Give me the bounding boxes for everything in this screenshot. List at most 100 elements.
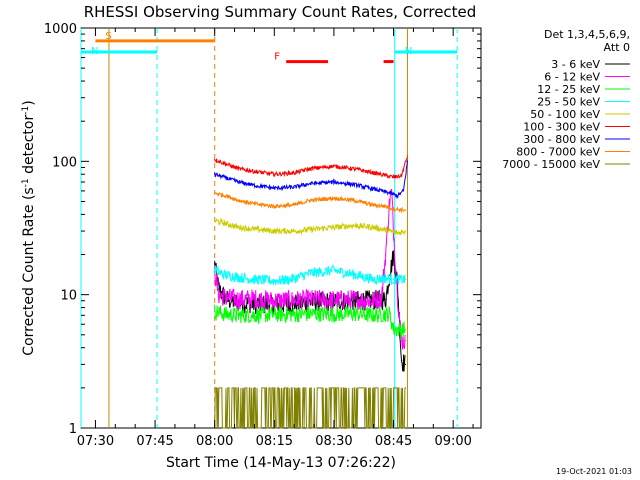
series-2-point-4: [274, 314, 275, 315]
series-5-point-2: [238, 168, 239, 169]
flag-label-0: S: [105, 31, 111, 42]
series-0-point-15: [401, 360, 402, 361]
series-1-point-17: [401, 340, 402, 341]
series-1-point-1: [218, 294, 219, 295]
series-2-point-5: [294, 314, 295, 315]
flag-label-1: N: [91, 46, 98, 57]
series-3-point-7: [309, 273, 310, 274]
legend: Det 1,3,4,5,6,9, Att 0 3 - 6 keV6 - 12 k…: [502, 28, 630, 171]
series-4-point-10: [389, 230, 390, 231]
flag-label-3: F: [274, 52, 280, 63]
flag-label-2: N: [405, 46, 412, 57]
y-tick-label-2: 100: [52, 155, 77, 170]
series-3: [214, 265, 406, 285]
series-2-point-2: [238, 315, 239, 316]
series-3-point-6: [294, 278, 295, 279]
x-tick-label-0: 07:30: [77, 434, 114, 449]
series-8-point-2: [294, 387, 295, 388]
x-axis: 07:3007:4508:0008:1508:3008:4509:00: [77, 28, 473, 449]
series-7-point-7: [333, 197, 334, 198]
series-8: [214, 387, 406, 428]
series-8-point-4: [373, 387, 374, 388]
series-4-point-0: [214, 220, 215, 221]
series-0-point-12: [389, 275, 390, 276]
series-7-point-11: [393, 208, 394, 209]
series-5-point-0: [214, 159, 215, 160]
series-3-point-3: [254, 279, 255, 280]
series-6-point-5: [294, 187, 295, 188]
series-6-point-9: [373, 188, 374, 189]
legend-label-4: 50 - 100 keV: [530, 108, 600, 121]
x-tick-label-1: 07:45: [136, 434, 173, 449]
plot-frame: [81, 28, 481, 428]
series-3-point-1: [222, 274, 223, 275]
series-3-point-5: [286, 279, 287, 280]
series-2-point-1: [226, 314, 227, 315]
series-6-point-2: [238, 181, 239, 182]
series-1: [214, 189, 406, 349]
series-1-point-8: [333, 300, 334, 301]
series-5-point-1: [226, 164, 227, 165]
series-0-point-9: [353, 300, 354, 301]
series-1-point-16: [397, 294, 398, 295]
series-3-point-12: [393, 279, 394, 280]
series-2-point-10: [389, 313, 390, 314]
series-5-point-7: [333, 166, 334, 167]
series-0-point-16: [405, 364, 406, 365]
series-1-point-3: [238, 299, 239, 300]
series-3-point-8: [333, 270, 334, 271]
series-6-point-4: [274, 187, 275, 188]
legend-label-5: 100 - 300 keV: [523, 121, 600, 134]
series-3-point-4: [274, 280, 275, 281]
series-7-point-5: [294, 204, 295, 205]
series-line-8: [215, 388, 405, 428]
series-3-point-10: [373, 279, 374, 280]
series-2-point-12: [405, 329, 406, 330]
series-4-point-9: [373, 227, 374, 228]
series-7-point-1: [226, 195, 227, 196]
x-tick-label-6: 09:00: [434, 434, 471, 449]
legend-label-8: 7000 - 15000 keV: [502, 158, 600, 171]
series-1-point-13: [389, 201, 390, 202]
series-6-point-7: [333, 181, 334, 182]
footer-timestamp: 19-Oct-2021 01:03: [556, 467, 632, 476]
series-4-point-3: [254, 229, 255, 230]
series-6-point-13: [407, 161, 408, 162]
series-group: [214, 155, 408, 428]
series-5: [214, 155, 408, 178]
series-4-point-7: [333, 227, 334, 228]
x-tick-label-2: 08:00: [196, 434, 233, 449]
series-7-point-3: [254, 203, 255, 204]
series-2: [214, 305, 406, 338]
series-1-point-9: [353, 299, 354, 300]
chart-title: RHESSI Observing Summary Count Rates, Co…: [84, 3, 477, 21]
series-6-point-6: [309, 183, 310, 184]
legend-header-line1: Det 1,3,4,5,6,9,: [544, 28, 630, 41]
series-7-point-2: [238, 200, 239, 201]
series-3-point-0: [214, 269, 215, 270]
series-7-point-4: [274, 206, 275, 207]
series-2-point-3: [254, 315, 255, 316]
series-line-7: [215, 193, 405, 212]
x-tick-label-5: 08:45: [375, 434, 412, 449]
series-3-point-2: [238, 277, 239, 278]
flag-bars: SNNF: [81, 31, 457, 63]
series-8-point-3: [333, 387, 334, 388]
series-5-point-8: [353, 168, 354, 169]
series-5-point-5: [294, 172, 295, 173]
series-4-point-12: [405, 230, 406, 231]
series-3-point-11: [385, 278, 386, 279]
legend-label-2: 12 - 25 keV: [537, 83, 600, 96]
series-2-point-8: [353, 313, 354, 314]
series-2-point-6: [313, 313, 314, 314]
series-5-point-11: [401, 175, 402, 176]
series-4-point-6: [313, 229, 314, 230]
count-rate-chart: RHESSI Observing Summary Count Rates, Co…: [0, 0, 640, 480]
series-line-4: [215, 219, 405, 235]
legend-label-6: 300 - 800 keV: [523, 133, 600, 146]
series-2-point-7: [333, 314, 334, 315]
series-5-point-12: [407, 155, 408, 156]
series-2-point-11: [393, 329, 394, 330]
series-1-point-12: [385, 254, 386, 255]
series-4-point-5: [294, 230, 295, 231]
